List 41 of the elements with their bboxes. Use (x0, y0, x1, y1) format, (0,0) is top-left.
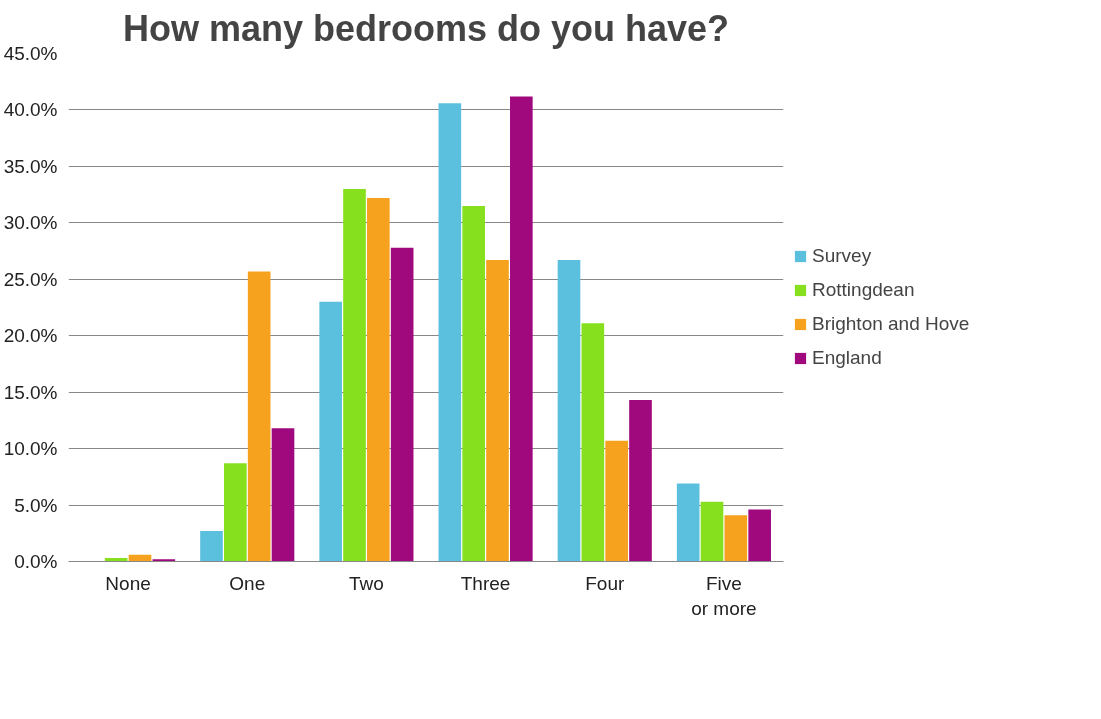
legend-label: Survey (812, 245, 872, 267)
y-tick-label: 5.0% (14, 494, 58, 516)
x-tick-label: One (229, 572, 266, 594)
y-tick-label: 15.0% (3, 381, 58, 403)
x-tick-label: None (105, 572, 151, 594)
bar (247, 271, 271, 562)
bar (486, 260, 509, 562)
x-tick-label: Three (460, 572, 511, 594)
y-tick-label: 20.0% (3, 325, 58, 347)
bar (390, 247, 414, 562)
bar (605, 440, 628, 562)
bar (200, 531, 223, 562)
y-tick-label: 0.0% (14, 551, 58, 572)
bar (629, 400, 652, 562)
y-tick-label: 40.0% (3, 99, 58, 121)
legend-label: Rottingdean (812, 279, 915, 301)
x-tick-label: Five or more (691, 572, 757, 619)
y-tick-label: 45.0% (3, 43, 58, 64)
bar (319, 301, 342, 562)
bar (700, 501, 724, 562)
legend-label: Brighton and Hove (812, 313, 970, 335)
y-tick-label: 30.0% (3, 212, 58, 234)
bar (748, 509, 771, 562)
bar (438, 103, 462, 562)
legend-label: England (812, 347, 882, 369)
bar (676, 483, 700, 562)
bar (343, 188, 366, 562)
bar (367, 198, 390, 562)
bar (510, 96, 533, 562)
y-tick-label: 35.0% (3, 155, 58, 177)
bar (557, 260, 581, 562)
y-tick-label: 10.0% (3, 438, 58, 460)
bar (724, 515, 748, 562)
x-tick-label: Two (348, 572, 384, 594)
bar (462, 205, 485, 562)
bar (581, 323, 605, 562)
bar (271, 428, 295, 562)
chart-title: How many bedrooms do you have? (122, 7, 730, 49)
x-tick-label: Four (585, 572, 625, 594)
bar (224, 463, 247, 562)
y-tick-label: 25.0% (3, 268, 58, 290)
